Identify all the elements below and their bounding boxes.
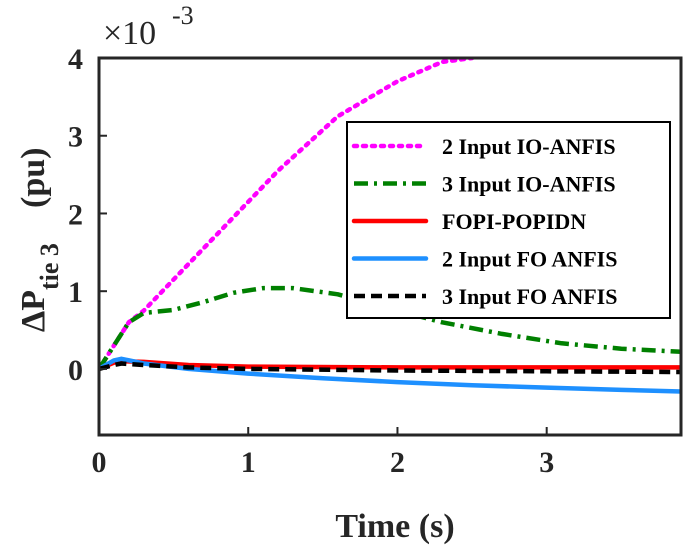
y-multiplier-base: ×10 [103,15,156,52]
y-tick-label: 2 [68,198,83,231]
y-tick-label: 0 [68,354,83,387]
y-axis-label-unit: (pu) [15,148,52,208]
y-tick-label: 1 [68,276,83,309]
y-multiplier: ×10 -3 [103,1,194,52]
series-line-3 [99,358,681,372]
plot-frame [97,56,683,437]
series-layer [99,58,681,394]
series-line-2 [99,285,681,371]
x-tick-label: 1 [241,446,256,479]
x-tick-label: 2 [390,446,405,479]
y-multiplier-exponent: -3 [172,1,194,30]
series-line-4 [99,356,681,394]
series-line-1 [99,58,475,372]
legend-label-5: 3 Input FO ANFIS [442,284,617,309]
ticks-layer: 0 1 2 3 0 1 2 3 4 [68,43,554,479]
legend-label-4: 2 Input FO ANFIS [442,247,617,272]
x-tick-label: 0 [92,446,107,479]
x-axis-label: Time (s) [335,508,454,545]
y-tick-label: 4 [68,43,83,76]
y-axis-label-subscript: tie 3 [35,243,64,290]
legend-label-1: 2 Input IO-ANFIS [442,134,616,159]
y-tick-label: 3 [68,121,83,154]
x-tick-label: 3 [539,446,554,479]
legend-label-2: 3 Input IO-ANFIS [442,172,616,197]
legend-label-3: FOPI-POPIDN [442,209,586,234]
y-axis-label-main: ΔP [15,290,52,332]
legend: 2 Input IO-ANFIS 3 Input IO-ANFIS FOPI-POP… [346,121,671,319]
series-line-5 [99,361,681,375]
y-axis-label: ΔP tie 3 (pu) [15,148,64,333]
